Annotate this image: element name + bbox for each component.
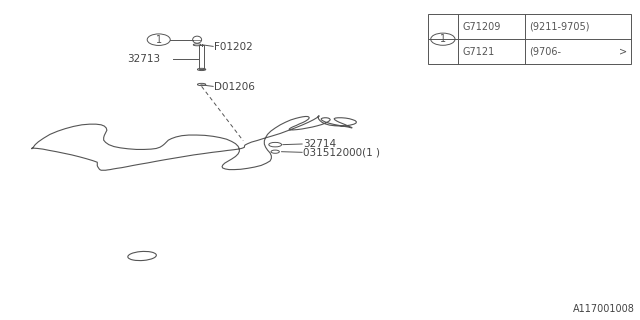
Text: 1: 1	[440, 34, 446, 44]
Text: >: >	[619, 47, 627, 57]
Text: D01206: D01206	[214, 82, 255, 92]
Text: G71209: G71209	[462, 22, 500, 32]
Bar	[428, 14, 631, 64]
Text: 32713: 32713	[127, 54, 160, 64]
Text: 32714: 32714	[303, 139, 337, 149]
Bar	[199, 45, 204, 69]
Text: (9211-9705): (9211-9705)	[529, 22, 590, 32]
Text: G7121: G7121	[462, 47, 494, 57]
Text: 1: 1	[156, 35, 162, 45]
Text: 031512000(1 ): 031512000(1 )	[303, 147, 380, 157]
Text: F01202: F01202	[214, 42, 253, 52]
Text: (9706-: (9706-	[529, 47, 561, 57]
Text: A117001008: A117001008	[573, 304, 635, 314]
